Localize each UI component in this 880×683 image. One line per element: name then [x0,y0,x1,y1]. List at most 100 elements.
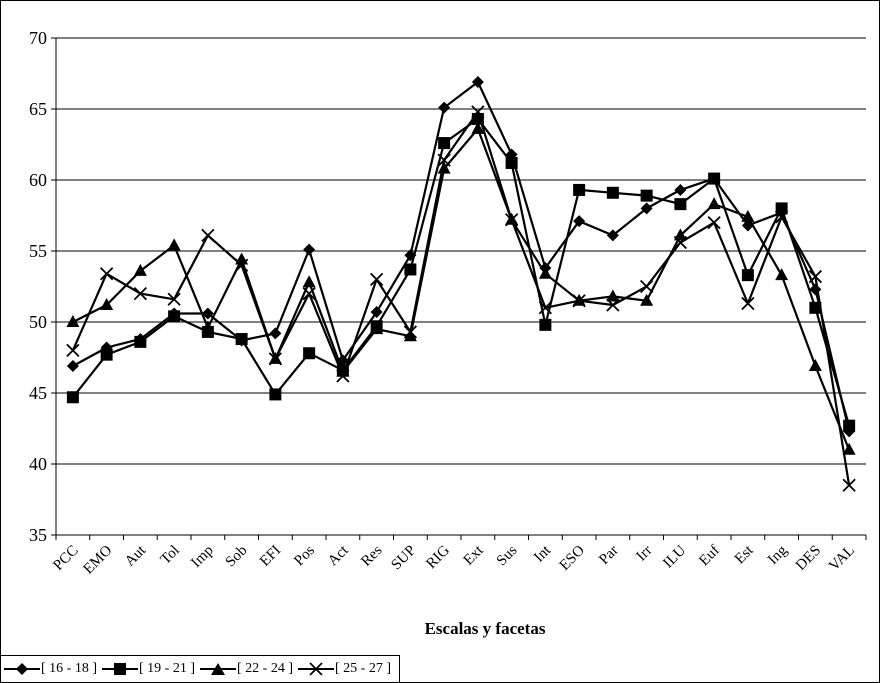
x-tick-label: Act [325,542,352,569]
x-tick-label: Par [596,543,621,568]
data-point [673,235,688,250]
x-tick-label: VAL [826,543,858,575]
data-point [235,333,248,346]
x-tick-label: ESO [557,542,588,573]
data-point [403,329,417,342]
data-point [774,210,789,224]
data-point [842,478,856,492]
data-point [269,327,282,340]
x-tick-label: PCC [50,543,81,574]
x-tick-label: EFI [257,543,284,570]
data-point [842,442,856,455]
data-point [404,263,417,276]
data-point [133,263,147,276]
x-axis-title: Escalas y facetas [425,619,546,638]
x-tick-label: Imp [188,543,216,571]
data-point [471,121,485,134]
data-point [99,267,114,281]
data-point [336,369,350,383]
data-point [674,183,687,196]
legend-item-series-2: [ 19 - 21 ] [101,661,195,677]
data-point [674,198,687,211]
y-tick-label: 40 [29,454,47,474]
legend: [ 16 - 18 ] [ 19 - 21 ] [ 22 - 24 ] [ 25… [0,655,400,683]
data-point [843,419,856,432]
legend-label-series-4: [ 25 - 27 ] [335,661,391,676]
data-point [471,105,485,119]
data-point [640,202,653,215]
data-point [369,272,384,287]
legend-item-series-3: [ 22 - 24 ] [199,661,293,677]
data-point [741,296,755,311]
data-point [66,343,80,358]
data-point [606,289,620,302]
data-point [606,186,619,199]
legend-label-series-3: [ 22 - 24 ] [237,661,293,676]
x-tick-label: Tol [158,543,183,568]
data-point [66,360,79,373]
data-point [708,172,721,185]
data-point [573,183,586,196]
data-point [133,286,148,301]
x-tick-label: Aut [122,542,150,570]
series-lines [66,76,856,492]
legend-triangle-marker-icon [200,663,236,675]
data-point [741,209,755,222]
legend-label-series-1: [ 16 - 18 ] [41,661,97,676]
data-point [639,279,654,294]
data-point [673,228,687,241]
legend-item-series-1: [ 16 - 18 ] [3,661,97,677]
x-tick-label: Est [732,542,757,567]
data-point [438,137,451,150]
data-point [370,306,383,319]
x-tick-label: Res [358,542,385,569]
series-line [71,110,851,486]
x-tick-label: SUP [388,543,419,574]
data-point [437,153,451,167]
data-point [505,156,518,169]
data-point [539,318,552,331]
data-point [201,307,214,320]
data-point [809,301,822,314]
data-point [775,268,789,281]
data-point [572,294,586,308]
data-point [66,315,80,327]
data-point [437,161,451,174]
data-point [775,202,788,215]
data-point [606,298,620,312]
x-tick-label: Ing [765,542,791,568]
data-point [168,310,181,323]
x-tick-label: Euf [696,543,723,570]
data-point [302,275,316,288]
data-point [134,335,147,348]
x-tick-label: ILU [660,542,689,571]
x-tick-label: Pos [291,542,318,569]
legend-label-series-2: [ 19 - 21 ] [139,661,195,676]
data-point [303,347,316,360]
data-point [606,229,619,242]
data-point [438,101,451,114]
y-tick-label: 45 [29,383,47,403]
y-tick-label: 70 [29,28,47,48]
y-tick-label: 60 [29,170,47,190]
data-point [303,243,316,256]
data-point [370,322,384,335]
x-tick-label: Ext [461,542,488,569]
x-tick-label: Sob [223,543,251,571]
data-point [403,325,418,339]
data-point [167,292,181,306]
data-point [234,258,249,272]
data-point [268,352,283,366]
legend-diamond-marker-icon [4,663,40,675]
y-tick-label: 50 [29,312,47,332]
data-point [404,249,417,262]
x-tick-label: Sus [494,542,521,569]
legend-item-series-4: [ 25 - 27 ] [297,661,391,677]
data-point [808,359,822,372]
data-point [302,286,316,301]
data-point [573,215,586,228]
data-point [504,213,519,227]
